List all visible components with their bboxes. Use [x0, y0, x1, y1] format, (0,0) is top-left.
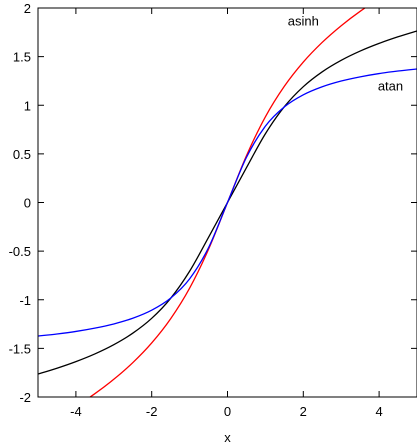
series-line-atan — [38, 68, 417, 337]
x-tick-label: -4 — [70, 404, 82, 419]
plot-frame — [37, 7, 417, 398]
x-axis-title: x — [224, 430, 231, 445]
series-line-asinh — [88, 8, 367, 397]
series-annotation-label: asinh — [288, 14, 319, 29]
y-tick-label: -0.5 — [9, 244, 31, 259]
y-tick-label: 1.5 — [13, 50, 31, 65]
y-tick-label: 2 — [24, 1, 31, 16]
y-tick-labels: -2 -1.5 -1 -0.5 0 0.5 1 1.5 2 — [9, 1, 31, 405]
y-tick-label: -1 — [19, 293, 31, 308]
x-tick-label: 4 — [375, 404, 382, 419]
x-tick-label: -2 — [146, 404, 158, 419]
y-tick-label: -1.5 — [9, 341, 31, 356]
series-annotation-label: atan — [378, 79, 403, 94]
y-tick-label: 0 — [24, 196, 31, 211]
y-tick-label: 1 — [24, 98, 31, 113]
x-tick-labels: -4 -2 0 2 4 — [70, 404, 383, 419]
series-lines — [38, 8, 417, 397]
x-tick-label: 0 — [224, 404, 231, 419]
y-tick-label: 0.5 — [13, 147, 31, 162]
y-tick-label: -2 — [19, 390, 31, 405]
x-tick-label: 2 — [300, 404, 307, 419]
series-annotations: asinh atan — [288, 14, 403, 94]
